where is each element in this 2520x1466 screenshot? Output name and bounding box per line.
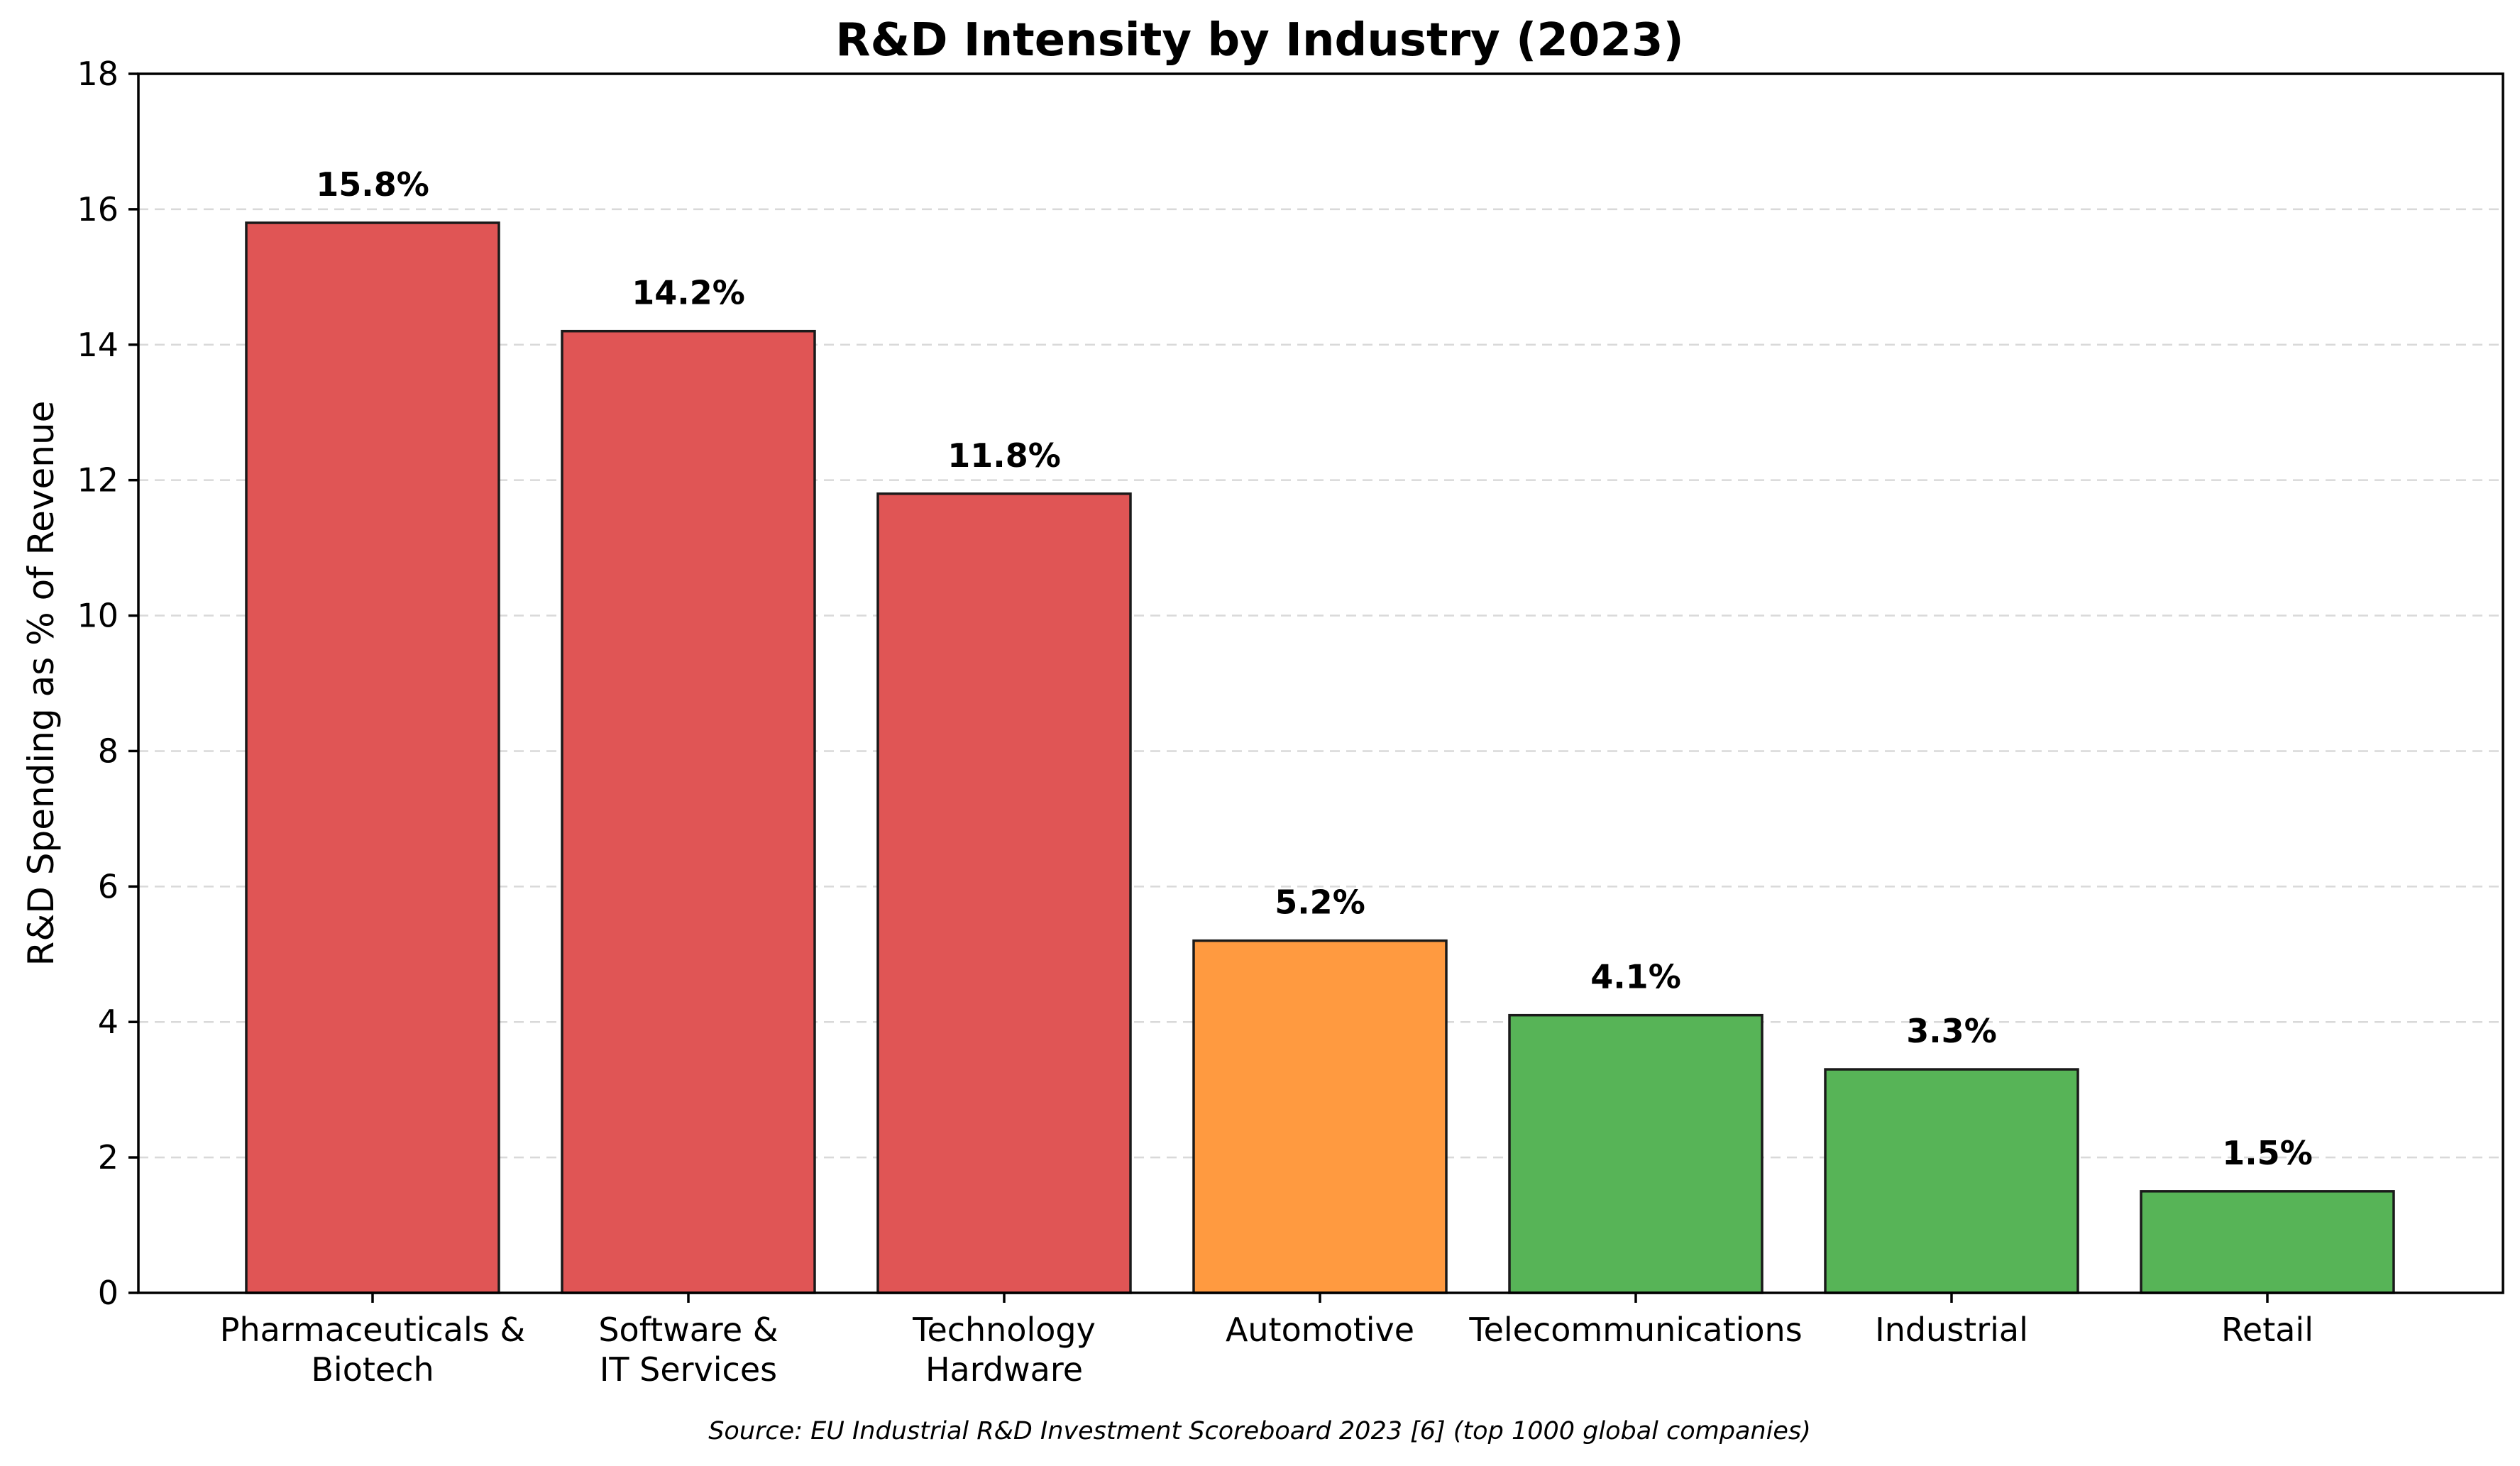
bar-value-label: 11.8% [947,436,1061,475]
chart-title: R&D Intensity by Industry (2023) [835,14,1684,67]
bar [561,329,816,1294]
x-axis-ticks: Pharmaceuticals &Biotech Software &IT Ser… [220,1293,2313,1389]
y-tick-label: 8 [98,732,119,770]
bar [1508,1013,1764,1294]
x-tick-label: Telecommunications [1468,1311,1802,1349]
y-tick-label: 14 [77,326,119,364]
bar [2140,1190,2395,1294]
x-tick-label: Biotech [311,1350,434,1389]
bar-value-label: 15.8% [316,165,429,204]
bar-value-label: 1.5% [2222,1134,2313,1172]
y-tick-label: 12 [77,461,119,500]
x-tick-label: Retail [2221,1311,2313,1349]
y-tick-label: 2 [98,1138,119,1176]
bar-value-label: 3.3% [1906,1012,1997,1050]
x-tick-label: Software & [598,1311,778,1349]
bar [1824,1068,2079,1294]
bar [876,492,1132,1294]
y-axis-label: R&D Spending as % of Revenue [21,401,62,966]
x-tick-label: Technology [912,1311,1096,1349]
y-tick-label: 4 [98,1003,119,1041]
y-tick-label: 16 [77,190,119,228]
y-tick-label: 0 [98,1274,119,1312]
bar [1192,939,1448,1294]
y-axis-ticks: 0 2 4 6 8 10 12 14 16 18 [77,55,138,1312]
source-note: Source: EU Industrial R&D Investment Sco… [708,1417,1811,1445]
x-tick-label: Pharmaceuticals & [220,1311,525,1349]
bar-value-label: 5.2% [1275,883,1365,922]
x-tick-label: Industrial [1875,1311,2028,1349]
bars [245,221,2395,1294]
bar-value-label: 4.1% [1590,958,1681,996]
bar [245,221,500,1294]
y-tick-label: 18 [77,55,119,93]
value-labels: 15.8% 14.2% 11.8% 5.2% 4.1% 3.3% 1.5% [316,165,2313,1172]
y-tick-label: 6 [98,867,119,905]
bar-value-label: 14.2% [632,274,745,312]
y-tick-label: 10 [77,597,119,635]
x-tick-label: IT Services [600,1350,777,1389]
x-tick-label: Hardware [925,1350,1083,1389]
x-tick-label: Automotive [1226,1311,1414,1349]
